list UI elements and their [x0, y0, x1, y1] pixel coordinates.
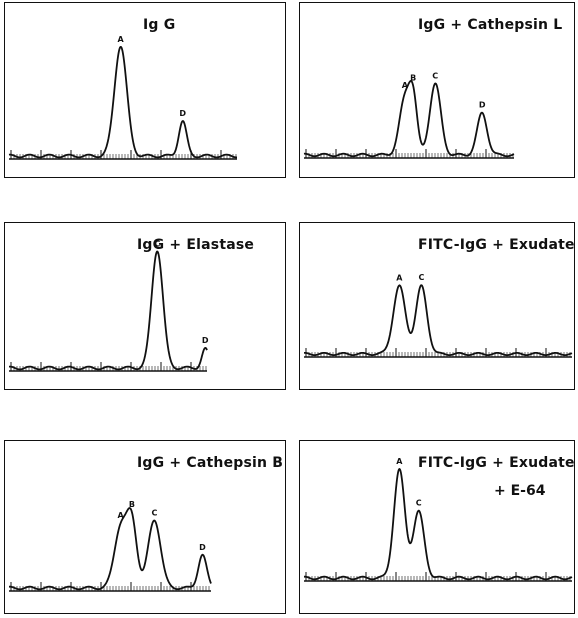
- panel-title: IgG + Cathepsin B: [137, 455, 284, 471]
- peak-label-c: C: [152, 509, 158, 518]
- peak-label-c: C: [432, 71, 438, 80]
- panel-title: FITC-IgG + Exudate: [418, 455, 575, 471]
- peak-label-a: A: [118, 511, 125, 520]
- peak-label-c: C: [419, 273, 425, 282]
- chromatogram: CD: [8, 239, 209, 372]
- chromatogram: AB C D: [8, 500, 212, 592]
- trace-line: [8, 507, 212, 591]
- panel-title: Ig G: [143, 17, 176, 33]
- peak-label-c: C: [416, 499, 422, 508]
- peak-label-c: C: [154, 239, 160, 248]
- trace-line: [8, 250, 208, 371]
- trace-line: [303, 80, 515, 158]
- peak-label-d: D: [479, 101, 486, 110]
- peak-label-a: A: [396, 457, 403, 466]
- peak-label-a: A: [402, 81, 409, 90]
- peak-label-d: D: [202, 336, 209, 345]
- trace-line: [303, 284, 573, 356]
- panel-title: IgG + Cathepsin L: [418, 17, 563, 33]
- panel-title: IgG + Elastase: [137, 237, 255, 253]
- peak-label-b: B: [129, 500, 135, 509]
- peak-label-b: B: [410, 74, 416, 83]
- chromatogram: AB C D: [303, 71, 515, 159]
- peak-label-d: D: [199, 543, 206, 552]
- trace-line: [8, 46, 238, 159]
- chromatogram: AC: [303, 457, 573, 582]
- panel-title: FITC-IgG + Exudate: [418, 237, 575, 253]
- chromatogram: AD: [8, 35, 238, 160]
- peak-label-a: A: [118, 35, 125, 44]
- peak-label-a: A: [396, 273, 403, 282]
- trace-line: [303, 468, 573, 581]
- peak-label-d: D: [179, 109, 186, 118]
- panel-subtitle: + E-64: [494, 483, 546, 499]
